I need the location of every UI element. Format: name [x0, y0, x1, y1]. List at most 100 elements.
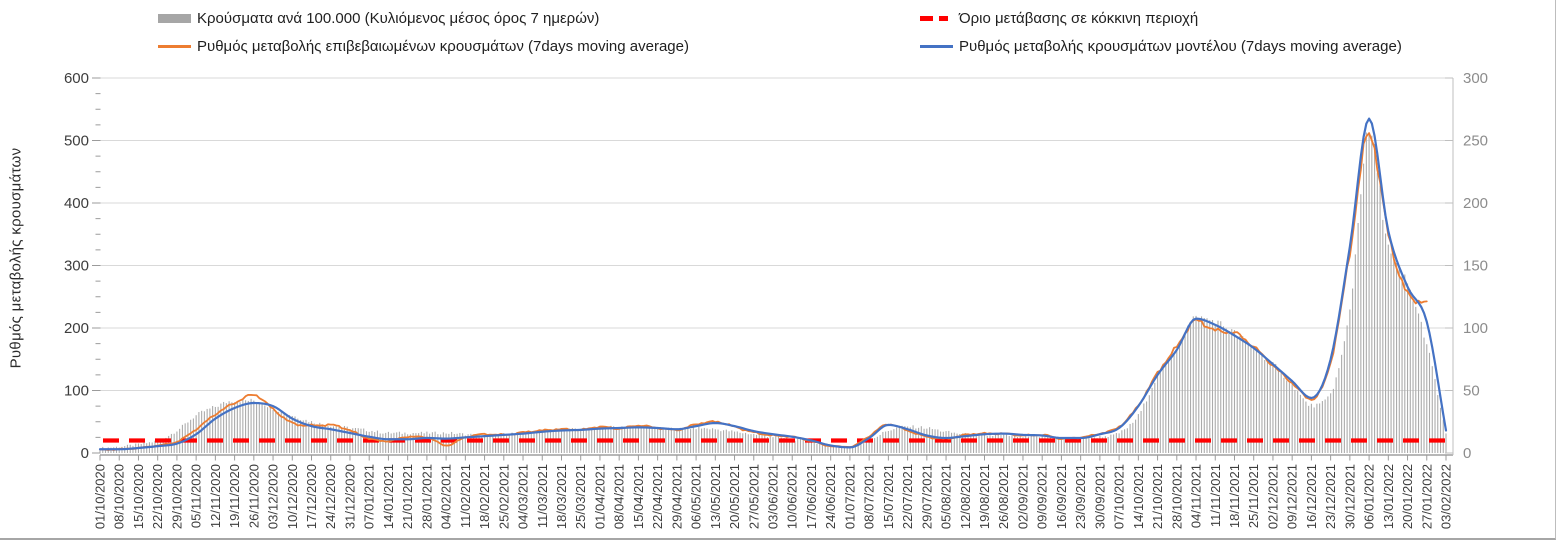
legend-item-red-threshold: Όριο μετάβασης σε κόκκινη περιοχή: [920, 10, 1198, 27]
right-y-tick-label: 200: [1463, 195, 1488, 212]
x-tick-label: 25/02/2021: [496, 464, 511, 529]
x-tick-label: 18/02/2021: [477, 464, 492, 529]
x-tick-label: 22/10/2020: [150, 464, 165, 529]
right-y-tick-label: 150: [1463, 258, 1488, 275]
x-tick-label: 03/06/2021: [766, 464, 781, 529]
confirmed-line-legend-swatch-icon: [158, 45, 191, 48]
x-tick-label: 12/08/2021: [958, 464, 973, 529]
x-tick-label: 09/12/2021: [1285, 464, 1300, 529]
x-tick-label: 19/08/2021: [977, 464, 992, 529]
x-tick-label: 28/01/2021: [419, 464, 434, 529]
x-tick-label: 05/11/2020: [189, 464, 204, 528]
x-tick-label: 03/02/2022: [1439, 464, 1454, 529]
x-tick-label: 07/10/2021: [1112, 464, 1127, 529]
x-tick-label: 06/01/2022: [1362, 464, 1377, 529]
x-tick-label: 14/01/2021: [381, 464, 396, 529]
legend-label: Ρυθμός μεταβολής κρουσμάτων μοντέλου (7d…: [959, 38, 1402, 55]
bars-series: [99, 132, 1447, 453]
x-tick-label: 20/05/2021: [727, 464, 742, 529]
x-tick-label: 19/11/2020: [227, 464, 242, 528]
x-tick-label: 03/12/2020: [266, 464, 281, 529]
x-tick-label: 25/11/2021: [1246, 464, 1261, 528]
right-y-tick-label: 50: [1463, 383, 1480, 400]
legend-item-model-rate: Ρυθμός μεταβολής κρουσμάτων μοντέλου (7d…: [920, 38, 1402, 55]
x-tick-label: 15/04/2021: [631, 464, 646, 529]
x-tick-label: 11/03/2021: [535, 464, 550, 528]
x-tick-label: 09/09/2021: [1035, 464, 1050, 529]
x-tick-label: 06/05/2021: [689, 464, 704, 529]
legend-label: Όριο μετάβασης σε κόκκινη περιοχή: [959, 10, 1199, 27]
x-tick-label: 18/11/2021: [1227, 464, 1242, 528]
left-y-axis: 0 100 200 300 400 500 600: [64, 70, 101, 462]
right-y-tick-label: 0: [1463, 445, 1471, 462]
x-tick-label: 07/01/2021: [362, 464, 377, 529]
x-tick-label: 16/12/2021: [1304, 464, 1319, 529]
x-tick-label: 04/11/2021: [1189, 464, 1204, 528]
x-tick-label: 30/12/2021: [1342, 464, 1357, 529]
x-tick-label: 24/12/2020: [323, 464, 338, 529]
x-tick-label: 27/01/2022: [1419, 464, 1434, 529]
x-axis: 01/10/2020 08/10/2020 15/10/2020 22/10/2020…: [93, 454, 1454, 529]
x-tick-label: 13/01/2022: [1381, 464, 1396, 529]
bars-legend-swatch-icon: [158, 13, 191, 24]
legend-item-confirmed-rate: Ρυθμός μεταβολής επιβεβαιωμένων κρουσμάτ…: [158, 38, 689, 55]
x-tick-label: 22/04/2021: [650, 464, 665, 529]
x-tick-label: 17/12/2020: [304, 464, 319, 529]
x-tick-label: 04/02/2021: [439, 464, 454, 529]
x-tick-label: 16/09/2021: [1054, 464, 1069, 529]
x-tick-label: 11/11/2021: [1208, 464, 1223, 527]
x-tick-label: 29/07/2021: [919, 464, 934, 529]
gridlines: [100, 77, 1446, 391]
x-tick-label: 28/10/2021: [1169, 464, 1184, 529]
x-tick-label: 25/03/2021: [573, 464, 588, 529]
x-tick-label: 31/12/2020: [342, 464, 357, 529]
x-tick-label: 29/04/2021: [669, 464, 684, 529]
x-tick-label: 11/02/2021: [458, 464, 473, 528]
x-tick-label: 17/06/2021: [804, 464, 819, 529]
x-tick-label: 01/04/2021: [592, 464, 607, 529]
left-y-tick-label: 300: [64, 258, 89, 275]
x-tick-label: 18/03/2021: [554, 464, 569, 529]
x-tick-label: 26/08/2021: [996, 464, 1011, 529]
x-tick-label: 01/10/2020: [93, 464, 108, 529]
x-tick-label: 26/11/2020: [246, 464, 261, 528]
x-tick-label: 08/04/2021: [612, 464, 627, 529]
legend-label: Κρούσματα ανά 100.000 (Κυλιόμενος μέσος …: [197, 10, 600, 27]
confirmed-rate-line: [99, 132, 1428, 451]
model-rate-line: [98, 117, 1448, 451]
legend-label: Ρυθμός μεταβολής επιβεβαιωμένων κρουσμάτ…: [197, 38, 689, 55]
x-tick-label: 21/10/2021: [1150, 464, 1165, 529]
x-tick-label: 02/09/2021: [1015, 464, 1030, 529]
x-tick-label: 23/12/2021: [1323, 464, 1338, 529]
model-line-legend-swatch-icon: [920, 45, 953, 48]
left-y-tick-label: 200: [64, 320, 89, 337]
left-y-tick-label: 400: [64, 195, 89, 212]
x-tick-label: 21/01/2021: [400, 464, 415, 529]
x-tick-label: 10/06/2021: [785, 464, 800, 529]
x-tick-label: 01/07/2021: [842, 464, 857, 529]
x-tick-label: 02/12/2021: [1265, 464, 1280, 529]
x-tick-label: 13/05/2021: [708, 464, 723, 529]
right-y-tick-label: 250: [1463, 133, 1488, 150]
x-tick-label: 23/09/2021: [1073, 464, 1088, 529]
right-y-tick-label: 300: [1463, 70, 1488, 87]
x-tick-label: 24/06/2021: [823, 464, 838, 529]
x-tick-label: 14/10/2021: [1131, 464, 1146, 529]
x-tick-label: 04/03/2021: [516, 464, 531, 529]
left-y-tick-label: 600: [64, 70, 89, 87]
x-tick-label: 10/12/2020: [285, 464, 300, 529]
x-tick-label: 15/10/2020: [131, 464, 146, 529]
left-y-tick-label: 100: [64, 383, 89, 400]
x-tick-label: 08/07/2021: [862, 464, 877, 529]
legend-item-cases-per-100k: Κρούσματα ανά 100.000 (Κυλιόμενος μέσος …: [158, 10, 599, 27]
x-tick-label: 12/11/2020: [208, 464, 223, 528]
right-y-tick-label: 100: [1463, 320, 1488, 337]
threshold-legend-swatch-icon: [920, 16, 953, 21]
x-tick-label: 20/01/2022: [1400, 464, 1415, 529]
x-tick-label: 29/10/2020: [169, 464, 184, 529]
x-tick-label: 05/08/2021: [939, 464, 954, 529]
x-tick-label: 15/07/2021: [881, 464, 896, 529]
left-y-tick-label: 0: [81, 445, 89, 462]
